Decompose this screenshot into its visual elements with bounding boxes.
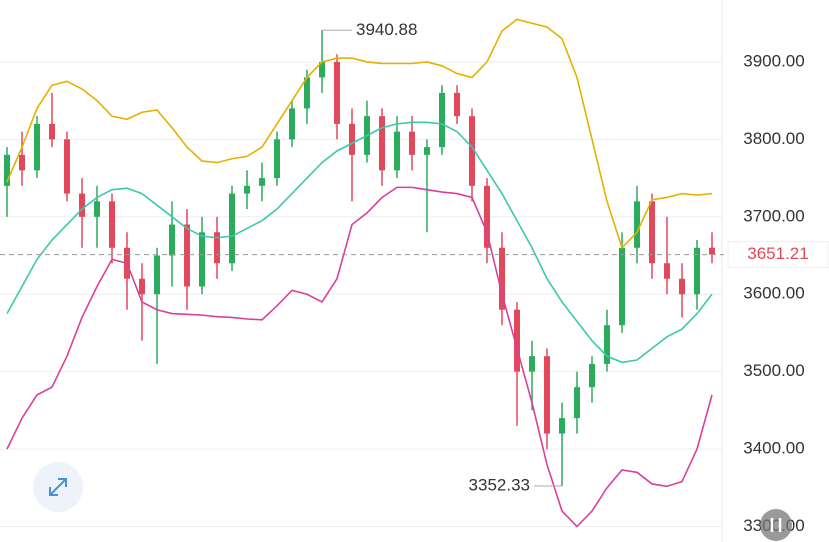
button-bg	[760, 509, 792, 541]
y-tick-label: 3600.00	[743, 284, 804, 303]
candle-body	[259, 178, 265, 186]
last-price-label: 3651.21	[747, 244, 808, 263]
candle-body	[49, 123, 55, 140]
candle-body	[409, 131, 415, 155]
y-tick-label: 3500.00	[743, 361, 804, 380]
last-price-box	[727, 241, 829, 269]
band-line	[6, 18, 713, 250]
candle-body	[484, 185, 490, 248]
candle-body	[544, 356, 550, 434]
candle-body	[334, 61, 340, 124]
candle-body	[589, 363, 595, 388]
candle-body	[649, 201, 655, 264]
expand-icon	[49, 478, 67, 496]
candle-body	[664, 263, 670, 279]
candle-body	[469, 116, 475, 186]
button-icon	[770, 518, 782, 532]
candle-body	[109, 201, 115, 248]
candle-body	[34, 123, 40, 171]
candle-body	[304, 77, 310, 109]
candle-body	[424, 147, 430, 155]
candle-body	[379, 116, 385, 171]
y-tick-label: 3900.00	[743, 51, 804, 70]
candle-body	[274, 139, 280, 179]
candle-body	[604, 325, 610, 364]
candle-body	[514, 309, 520, 372]
candle-body	[439, 92, 445, 148]
y-tick-label: 3700.00	[743, 206, 804, 225]
high-label: 3940.88	[356, 20, 417, 39]
candle-body	[319, 61, 325, 78]
candle-body	[229, 193, 235, 264]
candle-body	[79, 193, 85, 217]
candle-body	[349, 123, 355, 155]
candle-body	[94, 201, 100, 217]
expand-button[interactable]	[33, 462, 83, 512]
candle-body	[709, 247, 715, 255]
low-label: 3352.33	[469, 475, 530, 494]
candle-body	[634, 201, 640, 248]
candle-body	[679, 278, 685, 295]
candle-body	[559, 418, 565, 434]
candle-body	[139, 278, 145, 295]
candle-body	[199, 232, 205, 287]
candle-body	[4, 154, 10, 186]
candle-body	[289, 108, 295, 140]
candle-body	[244, 185, 250, 194]
candle-body	[694, 247, 700, 295]
candle-body	[169, 224, 175, 256]
candle-body	[154, 255, 160, 295]
candle-body	[499, 247, 505, 310]
candle-body	[394, 131, 400, 171]
candle-body	[214, 232, 220, 264]
candle-body	[529, 356, 535, 372]
y-tick-label: 3800.00	[743, 129, 804, 148]
candle-body	[19, 154, 25, 171]
scroll-button[interactable]	[760, 509, 792, 541]
band-line	[6, 121, 713, 364]
candle-body	[454, 92, 460, 117]
candle-body	[619, 247, 625, 326]
candle-body	[574, 387, 580, 419]
y-tick-label: 3400.00	[743, 439, 804, 458]
band-line	[6, 186, 713, 528]
candle-body	[184, 224, 190, 287]
candle-body	[64, 139, 70, 194]
